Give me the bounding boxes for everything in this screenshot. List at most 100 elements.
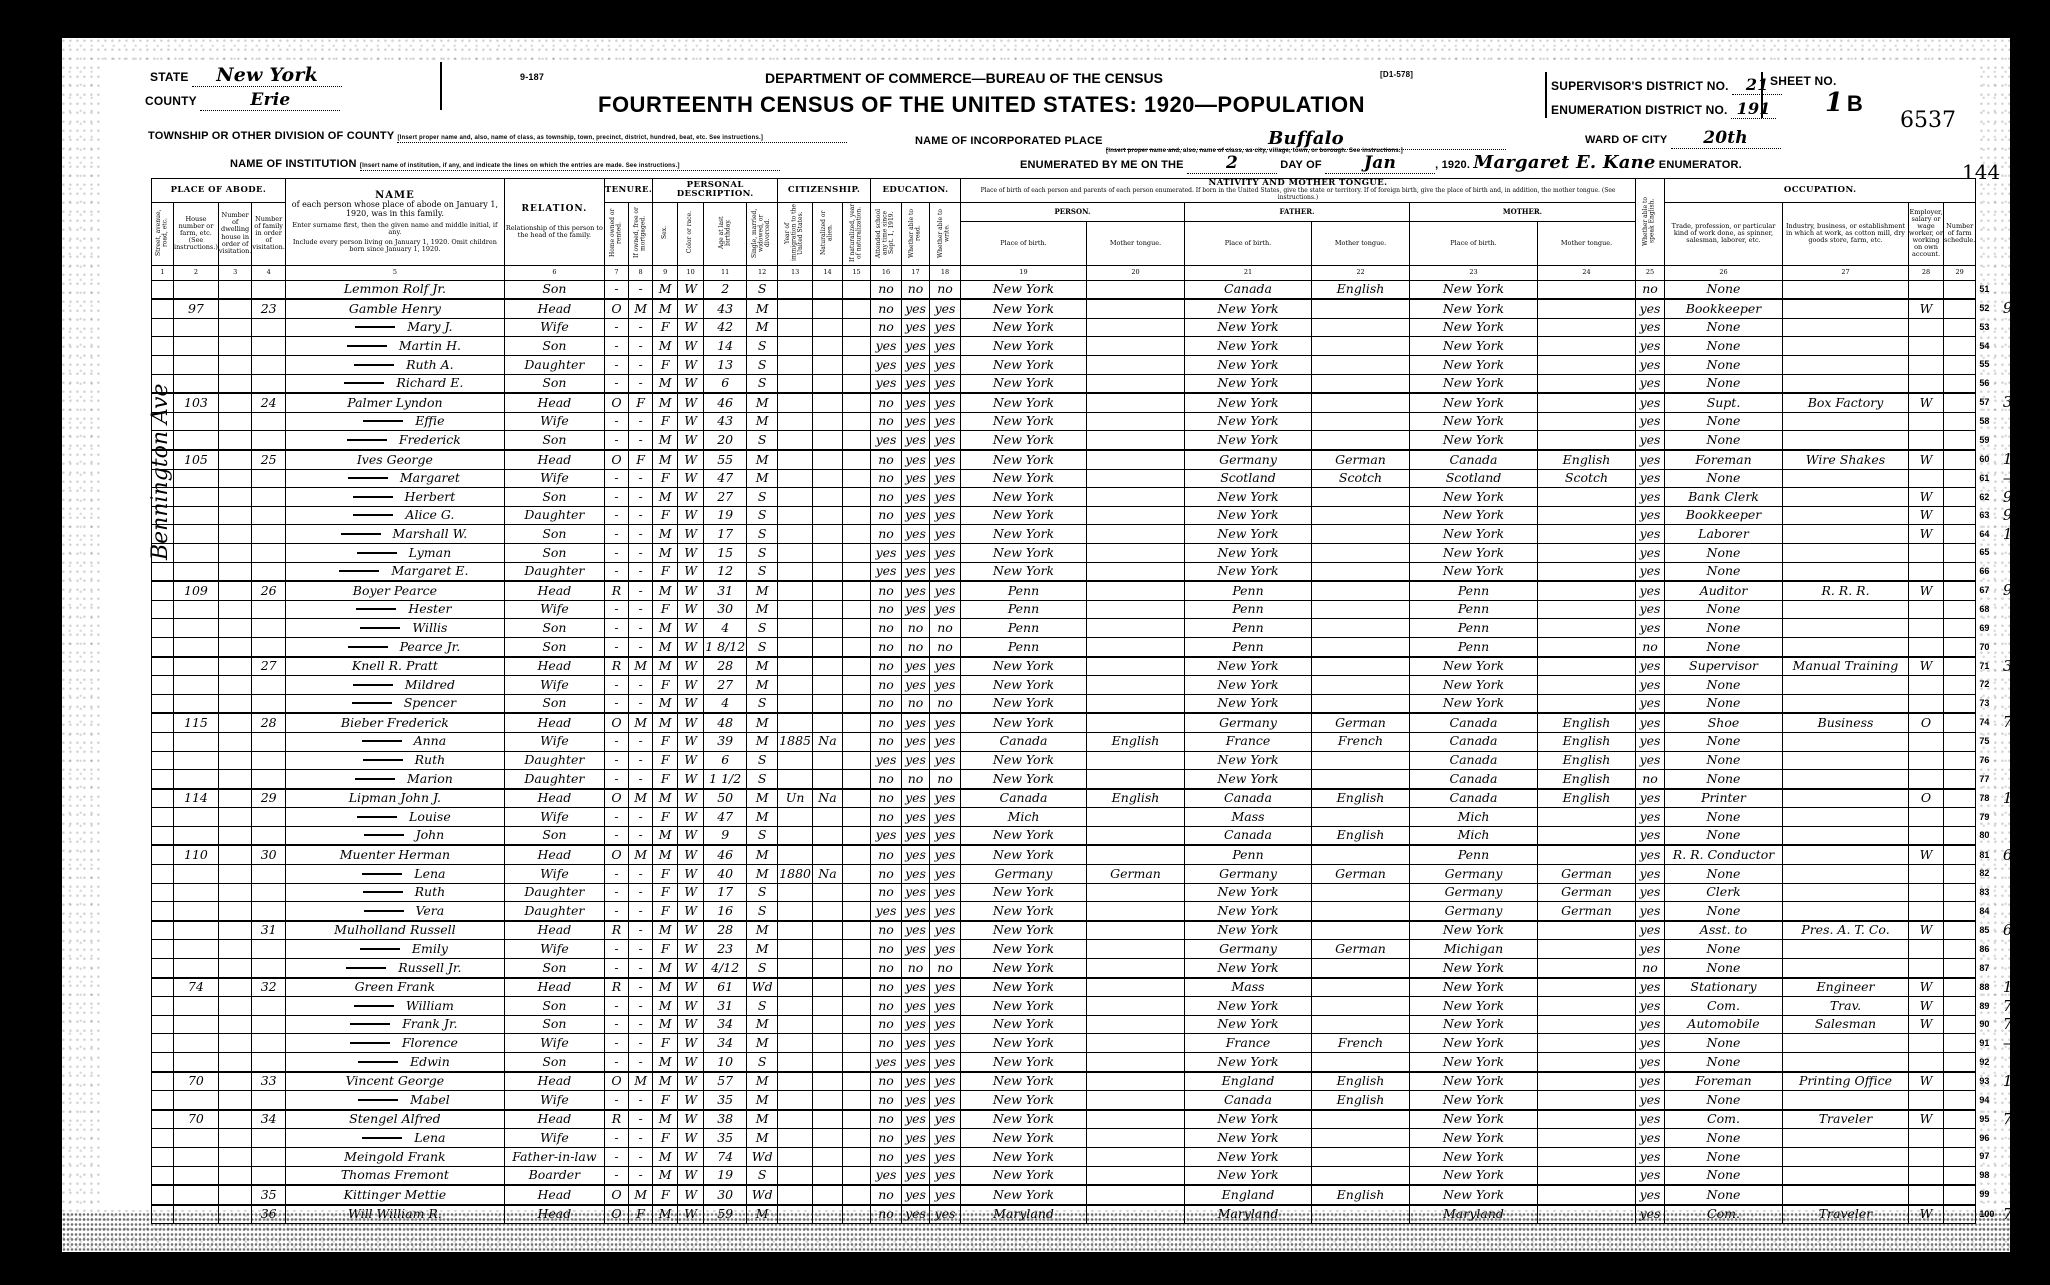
family-number-cell [251, 750, 286, 771]
write-cell: yes [929, 844, 961, 866]
margin-note: 368 [2002, 393, 2032, 412]
family-number-cell [251, 864, 286, 884]
mother-birthplace-cell: New York [1409, 919, 1538, 941]
birthplace-cell: New York [960, 1014, 1087, 1035]
relation-cell: Son [503, 487, 605, 507]
house-number-cell [173, 487, 219, 507]
marital-status-cell: S [746, 958, 779, 979]
person-name: Frank Jr. [402, 1016, 458, 1032]
immigration-year-cell [777, 1165, 813, 1186]
naturalization-year-cell [842, 1203, 871, 1225]
mother-mother-tongue-cell [1537, 430, 1636, 451]
home-owned-cell: O [603, 844, 630, 866]
school-cell: no [870, 769, 902, 790]
person-name: Hester [408, 601, 452, 617]
naturalized-cell [812, 392, 843, 413]
naturalization-year-cell [842, 655, 871, 677]
occupation-cell: Laborer [1664, 524, 1783, 544]
write-cell: yes [929, 919, 961, 941]
farm-schedule-cell [1942, 487, 1977, 507]
person-name: Margaret [399, 470, 460, 486]
house-number-cell [173, 373, 219, 394]
immigration-year-cell [777, 750, 813, 771]
farm-schedule-cell [1942, 864, 1977, 884]
header-col16: Attended school any time since Sept. 1, … [870, 201, 902, 266]
birthplace-cell: New York [960, 939, 1087, 960]
immigration-year-cell: 1885 [777, 731, 813, 752]
person-name: Spencer [403, 695, 457, 711]
read-cell: yes [901, 336, 930, 357]
read-cell: yes [901, 1014, 930, 1035]
industry-cell [1782, 636, 1909, 658]
naturalization-year-cell [842, 844, 871, 866]
home-owned-cell: - [603, 882, 630, 903]
family-number-cell: 32 [251, 976, 286, 998]
margin-note: 708 [2002, 1204, 2032, 1223]
farm-schedule-cell [1942, 561, 1977, 582]
father-tongue-cell [1311, 298, 1410, 319]
same-surname-dash [363, 834, 404, 837]
birthplace-cell: New York [960, 712, 1087, 733]
naturalized-cell [812, 468, 843, 489]
school-cell: no [870, 675, 902, 695]
write-cell: yes [929, 675, 961, 695]
industry-cell [1782, 787, 1909, 809]
house-number-cell [173, 675, 219, 695]
state-bracket [440, 62, 442, 110]
mother-mother-tongue-cell: English [1537, 769, 1636, 790]
mother-birthplace-cell: Mich [1409, 825, 1538, 846]
same-surname-dash [362, 759, 403, 762]
race-cell: W [677, 542, 705, 563]
farm-schedule-cell [1942, 636, 1977, 658]
home-owned-cell: O [603, 1070, 630, 1092]
same-surname-dash [346, 438, 387, 441]
immigration-year-cell [777, 1052, 813, 1073]
mother-birthplace-cell: Germany [1409, 864, 1538, 884]
father-tongue-cell [1311, 919, 1410, 941]
mother-tongue-cell [1086, 1146, 1185, 1167]
sex-cell: M [652, 1070, 679, 1092]
sex-cell: F [652, 317, 679, 338]
relation-cell: Daughter [503, 901, 605, 922]
name-cell: Anna [284, 731, 505, 752]
read-cell: yes [901, 487, 930, 507]
father-birthplace-cell: Scotland [1184, 468, 1312, 489]
age-cell: 30 [703, 599, 748, 620]
immigration-year-cell [777, 505, 813, 526]
naturalized-cell [812, 279, 843, 300]
naturalized-cell [812, 355, 843, 375]
age-cell: 10 [703, 1052, 748, 1073]
occupation-cell: None [1664, 864, 1783, 884]
birthplace-cell: New York [960, 1070, 1087, 1092]
father-birthplace-cell: New York [1184, 430, 1312, 451]
sex-cell: M [652, 1203, 679, 1225]
family-number-cell: 31 [251, 919, 286, 941]
age-cell: 1 1/2 [703, 769, 748, 790]
street-cell [151, 901, 174, 922]
mother-mother-tongue-cell [1537, 996, 1636, 1016]
sex-cell: M [652, 430, 679, 451]
occupation-cell: None [1664, 731, 1783, 752]
line-number: 88 [1979, 981, 1990, 992]
column-number-11: 11 [703, 264, 748, 281]
same-surname-dash [357, 815, 398, 818]
mother-birthplace-cell: New York [1409, 958, 1538, 979]
street-cell [151, 825, 174, 846]
birthplace-cell: New York [960, 279, 1087, 300]
person-name: Meingold Frank [344, 1148, 446, 1164]
name-cell: Louise [284, 807, 505, 827]
immigration-year-cell [777, 430, 813, 451]
mother-birthplace-cell: New York [1409, 1070, 1538, 1092]
read-cell: yes [901, 392, 930, 413]
speaks-english-cell: no [1635, 769, 1665, 790]
column-number-19: 19 [960, 264, 1087, 281]
dwelling-number-cell [217, 807, 253, 827]
school-cell: no [870, 524, 902, 544]
race-cell: W [677, 1070, 705, 1092]
farm-schedule-cell [1942, 844, 1977, 866]
sex-cell: M [652, 373, 679, 394]
naturalization-year-cell [842, 355, 871, 375]
speaks-english-cell: yes [1635, 1128, 1665, 1148]
